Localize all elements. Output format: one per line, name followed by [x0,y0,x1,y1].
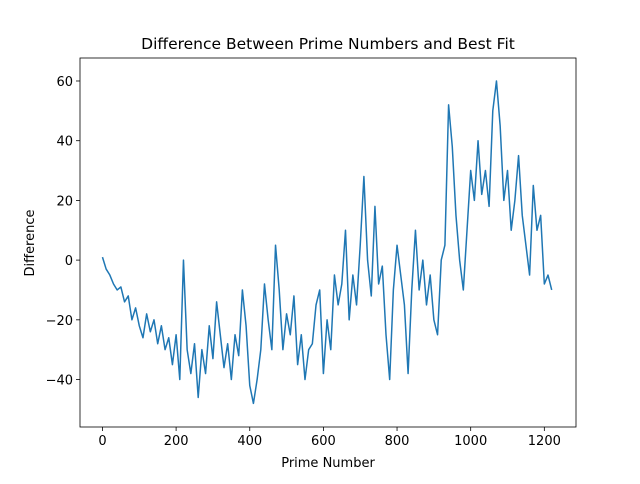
x-tick-label: 200 [164,434,189,449]
y-tick-label: 60 [56,75,73,90]
x-tick-label: 800 [385,434,410,449]
x-tick-label: 1200 [528,434,561,449]
y-tick-label: 0 [65,254,73,269]
y-tick-label: −40 [46,374,73,389]
y-tick-label: 40 [56,135,73,150]
x-tick-label: 600 [311,434,336,449]
y-axis-label: Difference [23,209,38,276]
data-line [101,80,553,405]
y-tick-label: −20 [46,314,73,329]
y-tick-label: 20 [56,194,73,209]
chart-title: Difference Between Prime Numbers and Bes… [141,35,515,53]
x-tick-label: 1000 [454,434,487,449]
x-tick-label: 400 [237,434,262,449]
x-tick-label: 0 [98,434,106,449]
plot-frame [79,57,577,428]
x-axis-label: Prime Number [281,456,375,471]
